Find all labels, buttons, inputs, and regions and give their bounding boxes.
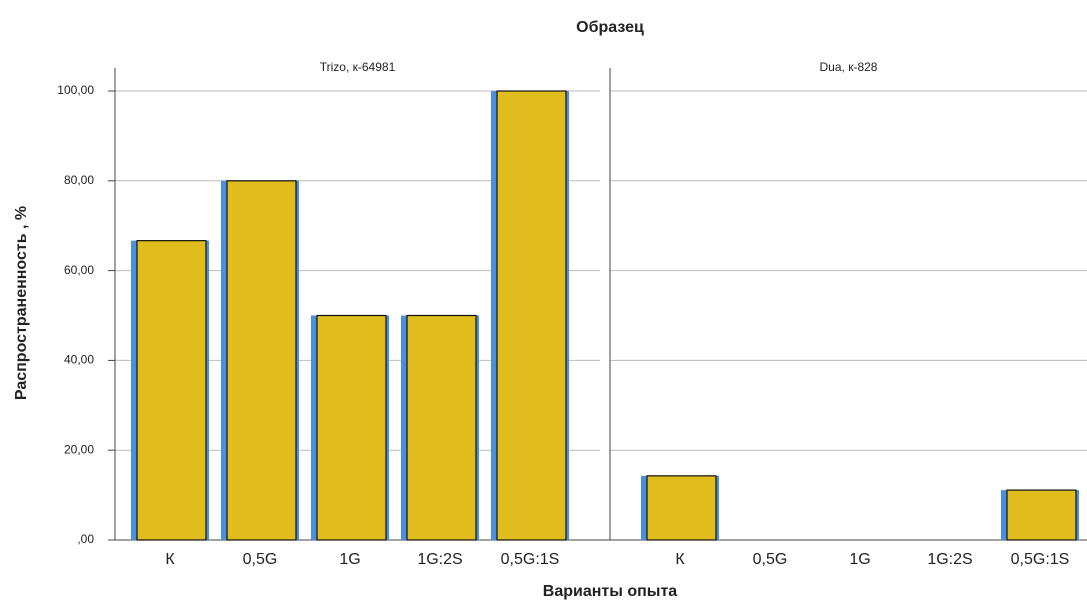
bar <box>226 180 297 541</box>
x-tick-label: 0,5G:1S <box>501 551 560 568</box>
bar <box>496 90 567 541</box>
chart-title: Образец <box>576 19 644 36</box>
x-tick-label: 0,5G <box>753 551 788 568</box>
x-tick-label: К <box>675 551 685 568</box>
x-tick-label: 1G:2S <box>927 551 972 568</box>
x-tick-label: 1G:2S <box>417 551 462 568</box>
y-tick-label: 80,00 <box>64 173 94 187</box>
y-tick-label: 20,00 <box>64 442 94 456</box>
x-tick-label: 0,5G <box>243 551 278 568</box>
bar <box>136 240 207 541</box>
y-tick-label: ,00 <box>77 532 94 546</box>
panel-title: Dua, к-828 <box>820 60 878 74</box>
y-axis-title: Распространенность , % <box>13 206 30 400</box>
y-tick-label: 40,00 <box>64 353 94 367</box>
x-tick-label: К <box>165 551 175 568</box>
x-tick-label: 1G <box>339 551 360 568</box>
y-tick-label: 100,00 <box>57 83 94 97</box>
panel-title: Trizo, к-64981 <box>320 60 396 74</box>
bar <box>646 475 717 541</box>
bar <box>406 314 477 541</box>
bar <box>316 314 387 541</box>
x-axis-title: Варианты опыта <box>543 583 678 600</box>
x-tick-label: 0,5G:1S <box>1011 551 1070 568</box>
bar <box>1006 489 1077 541</box>
y-tick-label: 60,00 <box>64 263 94 277</box>
x-tick-label: 1G <box>849 551 870 568</box>
